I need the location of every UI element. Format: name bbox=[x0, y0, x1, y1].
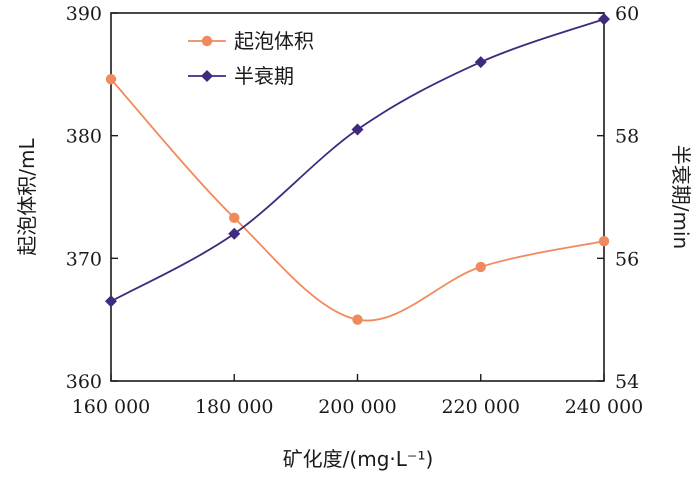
data-point-2 bbox=[228, 227, 241, 240]
data-point-2 bbox=[474, 56, 487, 69]
x-tick-label: 160 000 bbox=[72, 396, 151, 418]
data-point-1 bbox=[229, 212, 240, 224]
y-left-tick-label: 370 bbox=[66, 248, 102, 270]
y-right-tick-label: 56 bbox=[615, 248, 639, 270]
legend-label-1: 起泡体积 bbox=[234, 29, 314, 53]
plot-area-frame bbox=[110, 12, 605, 382]
y-right-tick-label: 60 bbox=[615, 3, 639, 25]
series-line-1 bbox=[110, 78, 605, 322]
x-axis-title: 矿化度/(mg·L⁻¹) bbox=[283, 447, 434, 471]
x-tick-label: 240 000 bbox=[565, 396, 644, 418]
legend-label-2: 半衰期 bbox=[234, 64, 294, 88]
data-point-2 bbox=[105, 295, 117, 308]
y-right-axis-title: 半衰期/min bbox=[669, 145, 693, 249]
data-point-2 bbox=[598, 13, 610, 26]
x-tick-label: 200 000 bbox=[318, 396, 397, 418]
data-point-1 bbox=[475, 261, 486, 273]
y-left-tick-label: 390 bbox=[66, 3, 102, 25]
y-left-axis-title: 起泡体积/mL bbox=[15, 137, 39, 255]
legend-marker-1 bbox=[201, 35, 213, 47]
x-tick-label: 220 000 bbox=[441, 396, 520, 418]
data-point-1 bbox=[352, 314, 363, 325]
data-point-1 bbox=[598, 235, 610, 247]
legend-marker-2 bbox=[201, 70, 213, 82]
x-tick-label: 180 000 bbox=[195, 396, 274, 418]
y-right-tick-label: 54 bbox=[615, 371, 639, 393]
y-left-tick-label: 380 bbox=[66, 126, 102, 148]
data-point-2 bbox=[351, 123, 364, 136]
series-line-2 bbox=[110, 18, 605, 303]
y-right-tick-label: 58 bbox=[615, 126, 639, 148]
y-left-tick-label: 360 bbox=[66, 371, 102, 393]
data-point-1 bbox=[105, 74, 117, 85]
